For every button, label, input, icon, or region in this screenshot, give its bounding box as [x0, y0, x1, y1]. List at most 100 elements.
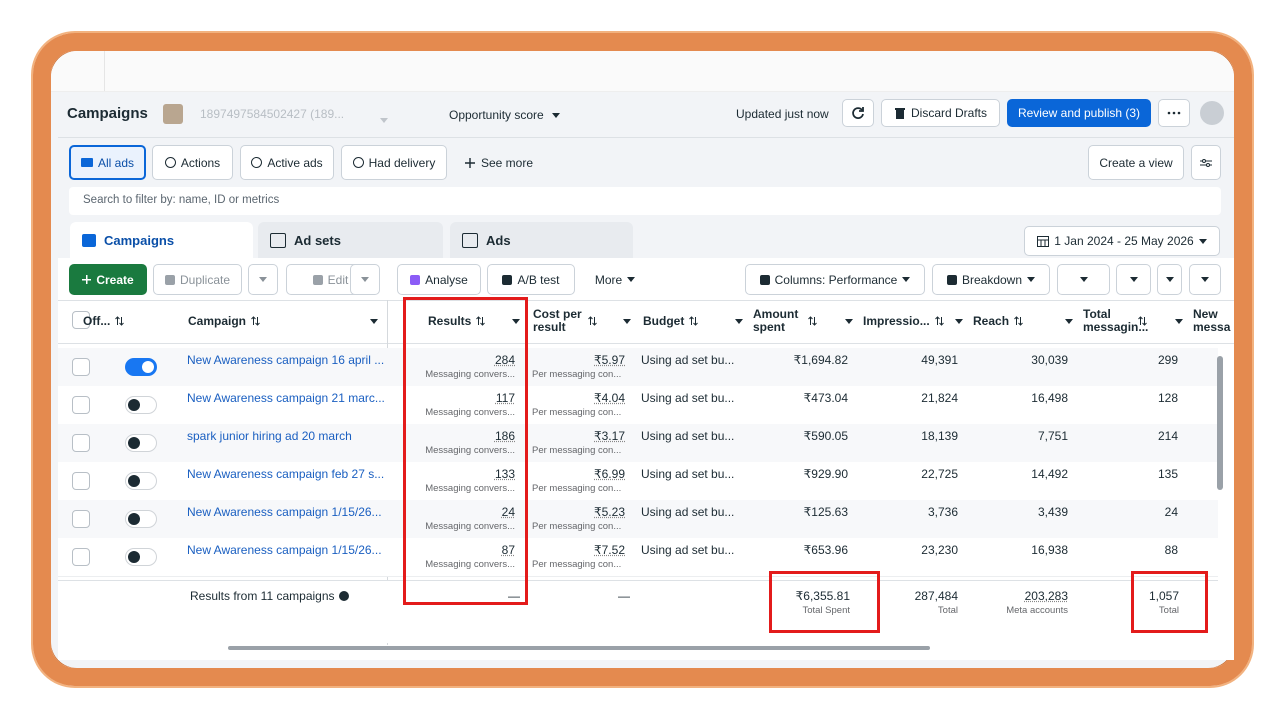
more-options-button[interactable] — [1158, 99, 1190, 127]
column-header[interactable]: Impressio... — [863, 306, 963, 336]
toggle-knob — [128, 513, 140, 525]
level-tab[interactable]: Campaigns — [70, 222, 253, 258]
filter-tab[interactable]: Active ads — [240, 145, 334, 180]
campaign-name[interactable]: New Awareness campaign 1/15/26... — [187, 543, 382, 557]
toggle[interactable] — [125, 472, 157, 490]
filter-tab[interactable]: All ads — [69, 145, 146, 180]
filter-tab[interactable]: Actions — [152, 145, 233, 180]
toggle-knob — [128, 399, 140, 411]
toolbar-button[interactable]: Columns: Performance — [745, 264, 925, 295]
settings-button[interactable] — [1191, 145, 1221, 180]
table-row — [58, 462, 1218, 501]
tool-icon — [946, 274, 957, 285]
toolbar-label: Columns: Performance — [774, 272, 898, 287]
toolbar-button[interactable]: Duplicate — [153, 264, 242, 295]
toolbar-icon-button[interactable] — [350, 264, 380, 295]
toolbar-icon-button[interactable] — [1057, 264, 1110, 295]
messaging: 299 — [1157, 353, 1178, 367]
cost-sub: Per messaging con... — [532, 407, 622, 418]
date-range-picker[interactable]: 1 Jan 2024 - 25 May 2026 — [1024, 226, 1220, 256]
row-checkbox[interactable] — [72, 510, 90, 528]
filter-tab-label: Had delivery — [368, 155, 436, 170]
search-bar[interactable] — [69, 187, 1221, 215]
user-avatar[interactable] — [1200, 101, 1224, 125]
account-selector[interactable]: 1897497584502427 (189... — [200, 107, 345, 121]
toggle[interactable] — [125, 510, 157, 528]
column-header-label: Off... — [83, 313, 111, 328]
toolbar-icon-button[interactable] — [1189, 264, 1221, 295]
toolbar-button[interactable]: Analyse — [397, 264, 481, 295]
summary-spent-sub: Total Spent — [802, 605, 850, 616]
summary-messaging-sub: Total — [1158, 605, 1179, 616]
summary-messaging: 1,057 — [1148, 589, 1179, 603]
campaign-name[interactable]: New Awareness campaign 1/15/26... — [187, 505, 382, 519]
filter-tab[interactable]: Had delivery — [341, 145, 447, 180]
summary-reach: 203,283 — [1024, 589, 1068, 603]
summary-label: Results from 11 campaigns — [190, 589, 349, 603]
caret — [1129, 277, 1138, 282]
v-scrollbar[interactable] — [1217, 356, 1223, 490]
calendar-icon — [1037, 236, 1050, 247]
toolbar-icon-button[interactable] — [1116, 264, 1151, 295]
toolbar-button[interactable]: Create — [69, 264, 147, 295]
level-icon — [462, 232, 478, 248]
row-checkbox[interactable] — [72, 548, 90, 566]
toggle[interactable] — [125, 434, 157, 452]
column-header[interactable]: Cost per result — [533, 306, 631, 336]
cost-sub: Per messaging con... — [532, 483, 622, 494]
cost-sub: Per messaging con... — [532, 521, 622, 532]
toggle[interactable] — [125, 548, 157, 566]
column-header[interactable]: Off... — [83, 306, 143, 336]
budget: Using ad set bu... — [641, 429, 735, 443]
header-checkbox[interactable] — [72, 311, 90, 329]
opportunity-score[interactable]: Opportunity score — [449, 108, 560, 122]
sort-icon — [689, 316, 699, 326]
messaging: 214 — [1157, 429, 1178, 443]
level-tab[interactable]: Ads — [450, 222, 633, 258]
create-view-button[interactable]: Create a view — [1088, 145, 1184, 180]
budget: Using ad set bu... — [641, 353, 735, 367]
column-header[interactable]: Budget — [643, 306, 743, 336]
toolbar-button[interactable]: More — [585, 264, 645, 295]
highlight-spent-total — [769, 571, 880, 633]
row-checkbox[interactable] — [72, 358, 90, 376]
column-header[interactable]: Amount spent — [753, 306, 853, 336]
column-header[interactable]: Reach — [973, 306, 1073, 336]
toggle-knob — [128, 475, 140, 487]
column-header[interactable]: Results — [428, 306, 520, 336]
toolbar-button[interactable]: Breakdown — [932, 264, 1050, 295]
dots-icon — [1167, 111, 1181, 115]
toggle[interactable] — [125, 358, 157, 376]
cost-sub: Per messaging con... — [532, 369, 622, 380]
toolbar-button[interactable]: A/B test — [487, 264, 575, 295]
column-header[interactable]: Total messagin... — [1083, 306, 1183, 336]
refresh-button[interactable] — [842, 99, 874, 127]
level-tab[interactable]: Ad sets — [258, 222, 443, 258]
tool-icon — [164, 274, 175, 285]
tab-icon — [164, 157, 176, 168]
filter-tab-label: Actions — [180, 155, 221, 170]
reach: 16,938 — [1031, 543, 1068, 557]
toggle[interactable] — [125, 396, 157, 414]
column-header[interactable]: New messa — [1193, 306, 1233, 336]
row-checkbox[interactable] — [72, 472, 90, 490]
h-scrollbar[interactable] — [228, 646, 930, 650]
toolbar-label: More — [594, 272, 623, 287]
cost: ₹6.99 — [594, 467, 625, 481]
summary-reach-sub: Meta accounts — [1006, 605, 1068, 616]
discard-drafts-button[interactable]: Discard Drafts — [881, 99, 1000, 127]
toolbar-icon-button[interactable] — [248, 264, 278, 295]
row-checkbox[interactable] — [72, 434, 90, 452]
column-header[interactable]: Campaign — [188, 306, 378, 336]
campaign-name[interactable]: New Awareness campaign feb 27 s... — [187, 467, 385, 481]
review-publish-button[interactable]: Review and publish (3) — [1007, 99, 1151, 127]
campaign-name[interactable]: New Awareness campaign 21 marc... — [187, 391, 385, 405]
toolbar-icon-button[interactable] — [1157, 264, 1182, 295]
impressions: 3,736 — [927, 505, 958, 519]
campaign-name[interactable]: New Awareness campaign 16 april ... — [187, 353, 385, 367]
see-more-button[interactable]: See more — [465, 156, 533, 170]
row-checkbox[interactable] — [72, 396, 90, 414]
campaign-name[interactable]: spark junior hiring ad 20 march — [187, 429, 352, 443]
sort-icon — [1014, 316, 1023, 326]
sort-icon — [808, 316, 817, 326]
